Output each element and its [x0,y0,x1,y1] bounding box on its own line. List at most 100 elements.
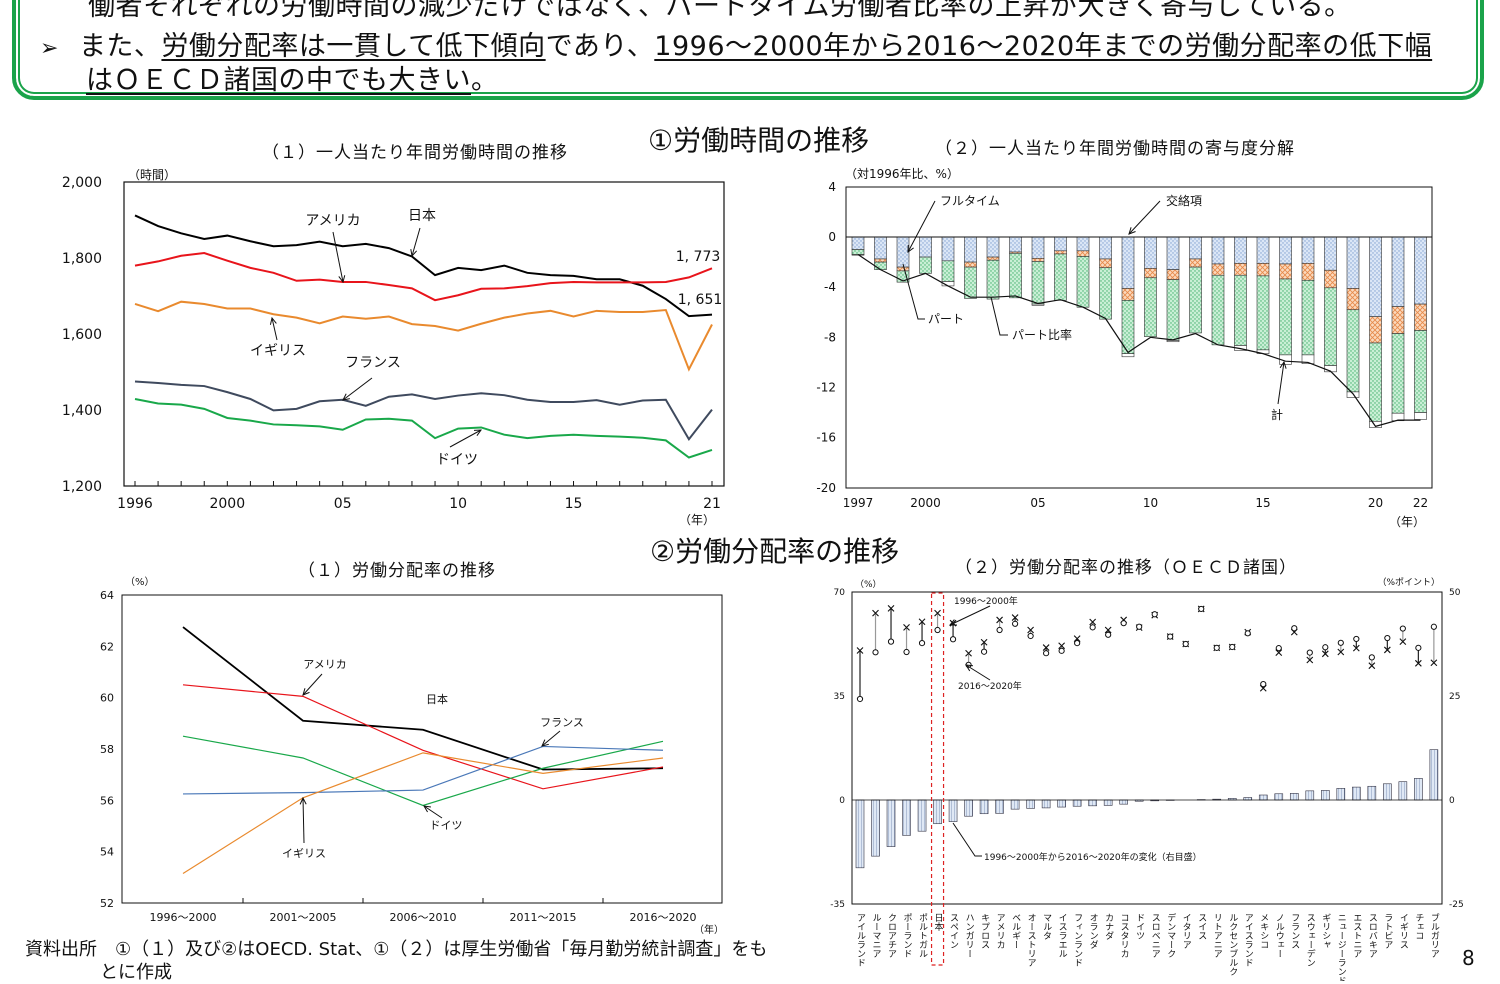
marker-2016-2020 [935,627,940,632]
change-bar [1399,782,1407,800]
y-tick-label-right: 0 [1449,796,1455,806]
country-label: カナダ [1103,913,1114,940]
country-label: アメリカ [995,913,1005,949]
annotation-arrow [303,798,304,843]
x-axis-unit: （年） [679,513,715,527]
country-label: スロベニア [1150,913,1161,958]
series-label: 交絡項 [1166,193,1202,208]
change-bar [856,800,864,868]
change-bar [1058,800,1066,807]
bar-segment-パート比率 [1010,253,1022,298]
country-label: イギリス [1398,913,1409,949]
country-label: ブルガリア [1429,912,1440,958]
country-label: ルクセンブルク [1227,913,1238,976]
x-tick-label: 10 [1143,496,1158,510]
bar-segment-フルタイム [1032,237,1044,258]
annotation-arrow [1278,362,1284,404]
x-tick-label: 2006～2010 [390,911,457,924]
y-tick-label: 62 [100,640,114,653]
marker-2016-2020 [1354,636,1359,641]
y-tick-label: -16 [816,431,836,445]
country-label: ポルトガル [917,913,928,958]
country-label: ルーマニア [871,913,882,958]
marker-2016-2020 [873,650,878,655]
country-label: ニュージーランド [1336,913,1347,981]
change-bar [1027,800,1035,808]
change-bar [965,800,973,816]
bar-segment-パート比率 [1212,275,1224,345]
country-label: コスタリカ [1119,913,1130,958]
y-tick-label-left: 70 [834,588,846,598]
y-tick-label-right: 25 [1449,692,1460,702]
bar-segment-フルタイム [1302,237,1314,263]
bar-segment-フルタイム [1280,237,1292,264]
change-bar [1011,800,1019,809]
annotation-arrow [450,430,481,447]
marker-2016-2020 [1292,626,1297,631]
country-label: リトアニア [1212,913,1223,958]
bar-segment-フルタイム [942,237,954,261]
series-line-1 [135,253,712,300]
x-tick-label: 1996～2000 [150,911,217,924]
change-bar [1383,784,1391,800]
series-line-2 [135,302,712,370]
series-label: フルタイム [940,194,1000,208]
bar-segment-フルタイム [920,237,932,257]
bar-segment-フルタイム [1190,237,1202,259]
bar-segment-パート比率 [1392,334,1404,414]
series-label: 2016～2020年 [958,680,1022,692]
y-tick-label: 56 [100,794,114,807]
bar-segment-交絡項 [987,257,999,260]
change-bar [1337,788,1345,800]
series-line-4 [183,753,663,874]
bar-segment-パート比率 [942,261,954,282]
x-tick-label: 2016～2020 [630,911,697,924]
country-label: キプロス [979,913,989,949]
country-label: ドイツ [1134,913,1145,940]
bar-segment-フルタイム [1257,237,1269,263]
bar-segment-パート比率 [987,260,999,299]
bar-segment-パート比率 [1302,280,1314,355]
change-bar [1290,793,1298,800]
country-label: エストニア [1351,913,1362,958]
annotation-arrow [953,823,982,856]
x-tick-label: 22 [1413,496,1428,510]
marker-2016-2020 [888,639,893,644]
plot-frame [846,187,1432,488]
change-bar [1104,800,1112,805]
y-axis-unit: （%） [125,576,155,588]
marker-2016-2020 [1199,606,1204,611]
y-tick-label: 1,600 [62,327,102,343]
x-tick-label: 1997 [843,496,874,510]
x-tick-label: 2000 [209,496,245,512]
country-label: メキシコ [1258,913,1268,949]
change-bar [949,800,957,822]
y-tick-label: 0 [828,230,836,244]
bar-segment-パート [1032,304,1044,305]
country-label: アイスランド [1243,913,1254,967]
bar-segment-交絡項 [1325,270,1337,288]
bar-segment-フルタイム [1077,237,1089,251]
x-tick-label: 05 [334,496,352,512]
country-label: イタリア [1181,913,1192,949]
bar-segment-パート比率 [1325,288,1337,366]
x-tick-label: 21 [703,496,721,512]
bar-segment-パート比率 [1100,268,1112,319]
y-tick-label: 64 [100,589,114,602]
bar-segment-交絡項 [1257,263,1269,276]
bar-segment-パート比率 [1032,261,1044,304]
y-axis-unit-right: （%ポイント） [1377,577,1440,588]
arrow-head-icon [424,806,431,812]
bar-segment-交絡項 [1077,251,1089,257]
y-tick-label-left: -35 [830,900,845,910]
country-label: デンマーク [1165,912,1176,958]
marker-2016-2020 [1106,632,1111,637]
marker-2016-2020 [1245,631,1250,636]
change-bar [1089,800,1097,806]
y-axis-unit: （時間） [128,168,176,182]
marker-2016-2020 [1230,644,1235,649]
country-label: ベルギー [1010,913,1021,949]
bar-segment-フルタイム [1347,237,1359,288]
marker-2016-2020 [997,627,1002,632]
